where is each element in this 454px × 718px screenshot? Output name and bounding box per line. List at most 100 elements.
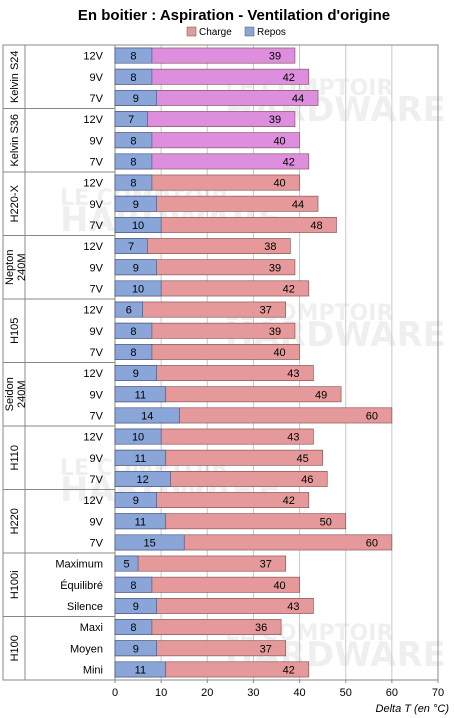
repos-bar xyxy=(114,322,153,339)
group-label: H220-X xyxy=(9,184,21,222)
charge-value-label: 60 xyxy=(366,537,378,549)
repos-value-label: 8 xyxy=(130,135,136,147)
charge-value-label: 39 xyxy=(269,326,281,338)
group-label-line: Nepton xyxy=(4,250,16,285)
x-tick-label: 50 xyxy=(340,687,352,699)
repos-bar xyxy=(114,68,153,85)
repos-bar xyxy=(114,597,157,614)
repos-bar xyxy=(114,301,143,318)
row-label: 12V xyxy=(83,305,103,317)
row-label: Équilibré xyxy=(60,579,103,592)
row-label: 7V xyxy=(90,156,104,168)
row-label: 12V xyxy=(83,368,103,380)
row-label: 7V xyxy=(90,93,104,105)
row-label: 9V xyxy=(90,135,104,147)
x-tick-label: 30 xyxy=(247,687,259,699)
repos-bar xyxy=(114,132,153,149)
group-label: Seidon240M xyxy=(4,377,28,411)
group-label-line: H100i xyxy=(9,570,21,599)
repos-value-label: 10 xyxy=(132,432,144,444)
repos-value-label: 9 xyxy=(133,601,139,613)
legend-label: Charge xyxy=(199,27,232,38)
row-label: Moyen xyxy=(70,643,103,655)
repos-bar xyxy=(114,470,171,487)
x-tick-label: 60 xyxy=(386,687,398,699)
charge-value-label: 36 xyxy=(255,622,267,634)
legend: Charge Repos xyxy=(186,26,286,38)
group-label: Nepton240M xyxy=(4,250,28,285)
repos-value-label: 7 xyxy=(128,114,134,126)
repos-bar xyxy=(114,576,153,593)
group-label-line: Seidon xyxy=(4,377,16,411)
row-label: 12V xyxy=(83,114,103,126)
charge-value-label: 43 xyxy=(287,432,299,444)
repos-bar xyxy=(114,555,139,572)
repos-value-label: 5 xyxy=(123,559,129,571)
group-label-line: Kelvin S24 xyxy=(9,50,21,103)
repos-bar xyxy=(114,280,162,297)
charge-value-label: 42 xyxy=(283,72,295,84)
charge-value-label: 37 xyxy=(260,305,272,317)
repos-bar xyxy=(114,661,167,678)
group-label-line: H110 xyxy=(9,445,21,470)
charge-value-label: 37 xyxy=(260,643,272,655)
repos-value-label: 9 xyxy=(133,495,139,507)
row-label: 9V xyxy=(90,72,104,84)
row-label: 12V xyxy=(83,241,103,253)
charge-value-label: 42 xyxy=(283,283,295,295)
row-label: 9V xyxy=(90,199,104,211)
x-tick-label: 0 xyxy=(112,687,118,699)
charge-value-label: 40 xyxy=(273,135,285,147)
repos-bar xyxy=(114,386,167,403)
repos-bar xyxy=(114,513,167,530)
repos-value-label: 8 xyxy=(130,51,136,63)
repos-value-label: 11 xyxy=(135,516,146,528)
row-label: 9V xyxy=(90,262,104,274)
repos-bar xyxy=(114,195,157,212)
repos-value-label: 11 xyxy=(135,664,146,676)
repos-value-label: 15 xyxy=(143,537,155,549)
repos-bar xyxy=(114,216,162,233)
repos-value-label: 8 xyxy=(130,326,136,338)
repos-value-label: 6 xyxy=(126,305,132,317)
group-label: H100 xyxy=(9,635,21,661)
charge-value-label: 40 xyxy=(273,347,285,359)
group-label-line: H105 xyxy=(9,318,21,344)
row-label: 7V xyxy=(90,283,104,295)
repos-bar xyxy=(114,89,157,106)
repos-value-label: 9 xyxy=(133,643,139,655)
repos-value-label: 7 xyxy=(128,241,134,253)
repos-bar xyxy=(114,407,180,424)
repos-bar xyxy=(114,619,153,636)
repos-value-label: 8 xyxy=(130,347,136,359)
repos-value-label: 8 xyxy=(130,156,136,168)
charge-value-label: 39 xyxy=(269,114,281,126)
repos-value-label: 8 xyxy=(130,178,136,190)
row-label: 7V xyxy=(90,220,104,232)
charge-value-label: 38 xyxy=(264,241,276,253)
row-label: 7V xyxy=(90,474,104,486)
legend-swatch xyxy=(186,26,197,37)
charge-value-label: 43 xyxy=(287,368,299,380)
charge-value-label: 46 xyxy=(301,474,313,486)
repos-value-label: 9 xyxy=(133,199,139,211)
charge-value-label: 40 xyxy=(273,178,285,190)
x-axis-ticks: 0 10 20 30 40 50 60 70 xyxy=(112,680,444,699)
x-axis-label: Delta T (en °C) xyxy=(376,703,450,715)
repos-bar xyxy=(114,492,157,509)
repos-bar xyxy=(114,111,148,128)
charge-value-label: 44 xyxy=(292,199,304,211)
repos-bar xyxy=(114,449,167,466)
row-label: 7V xyxy=(90,410,104,422)
repos-bar xyxy=(114,343,153,360)
group-label: H105 xyxy=(9,318,21,344)
charge-value-label: 37 xyxy=(260,559,272,571)
chart-title: En boitier : Aspiration - Ventilation d'… xyxy=(78,7,390,24)
group-label-line: 240M xyxy=(16,253,28,281)
group-label: H100i xyxy=(9,570,21,599)
repos-value-label: 8 xyxy=(130,622,136,634)
row-label: Silence xyxy=(67,601,103,613)
charge-value-label: 43 xyxy=(287,601,299,613)
repos-value-label: 8 xyxy=(130,580,136,592)
